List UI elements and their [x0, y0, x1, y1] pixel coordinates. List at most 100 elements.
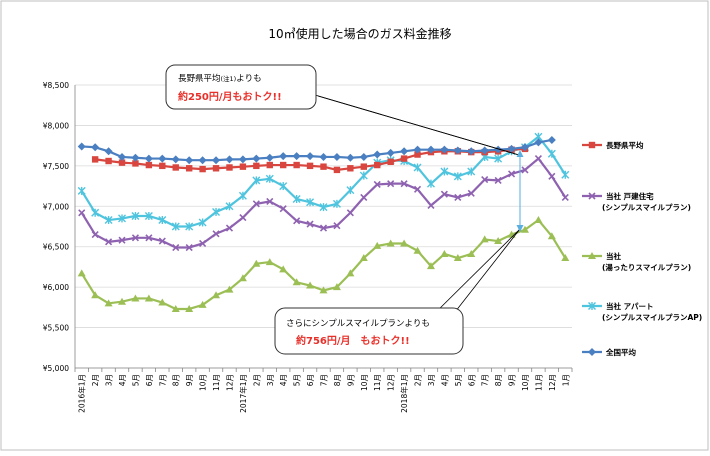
x-tick-label: 9月 — [508, 374, 517, 386]
data-point — [413, 145, 422, 154]
data-point — [172, 164, 179, 171]
data-point — [306, 281, 315, 289]
data-point — [265, 153, 274, 162]
data-point — [78, 209, 86, 217]
data-point — [319, 203, 328, 212]
data-point — [453, 254, 462, 262]
x-tick-label: 10月 — [360, 374, 369, 391]
data-point — [104, 216, 113, 225]
data-point — [158, 154, 167, 163]
data-point — [387, 158, 394, 166]
x-tick-label: 12月 — [225, 374, 234, 391]
data-point — [534, 216, 543, 224]
legend-marker — [588, 192, 596, 200]
data-point — [547, 135, 556, 144]
data-point — [467, 147, 476, 156]
data-point — [534, 155, 542, 163]
data-point — [280, 161, 287, 169]
x-axis: 2016年1月 2月 3月 4月 5月 6月 7月 8月 9月 10月 11月 12月 2017年1月 2… — [74, 367, 573, 413]
legend-label: 当社 — [606, 251, 621, 261]
data-point — [265, 174, 274, 183]
data-point — [467, 189, 475, 197]
y-tick-label: ¥7,500 — [43, 162, 69, 171]
series-3 — [77, 216, 570, 312]
data-point — [185, 243, 193, 252]
callout-1-line2: 約250円/月もおトク!! — [178, 90, 282, 103]
data-point — [253, 162, 260, 170]
data-point — [440, 190, 448, 198]
data-point — [494, 237, 503, 245]
data-point — [333, 166, 341, 174]
data-point — [131, 234, 140, 242]
callout-1-line1-tail: よりも — [236, 74, 261, 84]
data-point — [212, 156, 221, 165]
data-point — [400, 180, 408, 188]
data-point — [225, 155, 234, 164]
legend-marker — [588, 252, 596, 259]
data-point — [480, 235, 489, 243]
data-point — [199, 239, 207, 248]
x-tick-label: 6月 — [467, 374, 476, 386]
data-point — [359, 254, 368, 262]
data-point — [104, 299, 113, 307]
x-tick-label: 8月 — [172, 374, 181, 386]
x-tick-label: 9月 — [185, 374, 194, 386]
data-point — [252, 176, 261, 185]
data-point — [185, 222, 194, 231]
legend-marker — [588, 348, 596, 356]
data-point — [520, 143, 529, 152]
y-tick-label: ¥8,000 — [43, 121, 69, 130]
data-point — [346, 186, 355, 195]
data-point — [279, 205, 287, 213]
data-point — [159, 162, 166, 170]
data-point — [480, 146, 489, 155]
y-tick-label: ¥6,000 — [43, 283, 69, 292]
x-tick-label: 7月 — [481, 374, 490, 386]
data-point — [279, 152, 288, 161]
data-point — [91, 143, 100, 152]
data-point — [413, 185, 422, 193]
data-point — [520, 225, 529, 233]
data-point — [347, 165, 354, 172]
data-point — [346, 209, 354, 217]
data-point — [77, 186, 86, 195]
data-point — [145, 161, 153, 169]
x-tick-label: 2月 — [414, 374, 423, 386]
legend-item-4: 当社 アパート(シンプルスマイルプランAP) — [582, 301, 702, 322]
data-point — [118, 152, 127, 161]
y-tick-label: ¥5,000 — [43, 364, 69, 373]
data-point — [454, 193, 462, 201]
data-point — [387, 180, 395, 188]
data-point — [252, 259, 261, 267]
data-point — [332, 199, 341, 208]
data-point — [507, 144, 516, 153]
x-tick-label: 2018年1月 — [399, 374, 409, 413]
data-point — [373, 180, 381, 189]
difference-arrow-head-bottom — [516, 225, 524, 232]
data-point — [212, 207, 221, 216]
data-point — [534, 138, 543, 147]
y-tick-label: ¥8,500 — [43, 81, 69, 90]
data-point — [238, 191, 247, 200]
data-point — [118, 214, 127, 223]
data-point — [132, 160, 139, 167]
data-point — [306, 198, 315, 207]
data-point — [131, 153, 140, 162]
data-point — [266, 161, 273, 169]
data-point — [225, 224, 234, 232]
data-point — [306, 162, 314, 170]
data-point — [306, 152, 315, 161]
data-point — [238, 274, 247, 282]
data-point — [105, 157, 112, 165]
x-tick-label: 7月 — [320, 374, 329, 386]
data-point — [494, 176, 502, 184]
legend-item-3: 当社(湯ったりスマイルプラン) — [582, 251, 691, 272]
data-point — [239, 214, 247, 222]
data-point — [440, 249, 449, 257]
y-tick-label: ¥7,000 — [43, 202, 69, 211]
data-point — [400, 239, 409, 247]
data-point — [198, 300, 207, 308]
callout-2-line1: さらにシンプルスマイルプランよりも — [286, 319, 430, 329]
data-point — [212, 230, 220, 238]
